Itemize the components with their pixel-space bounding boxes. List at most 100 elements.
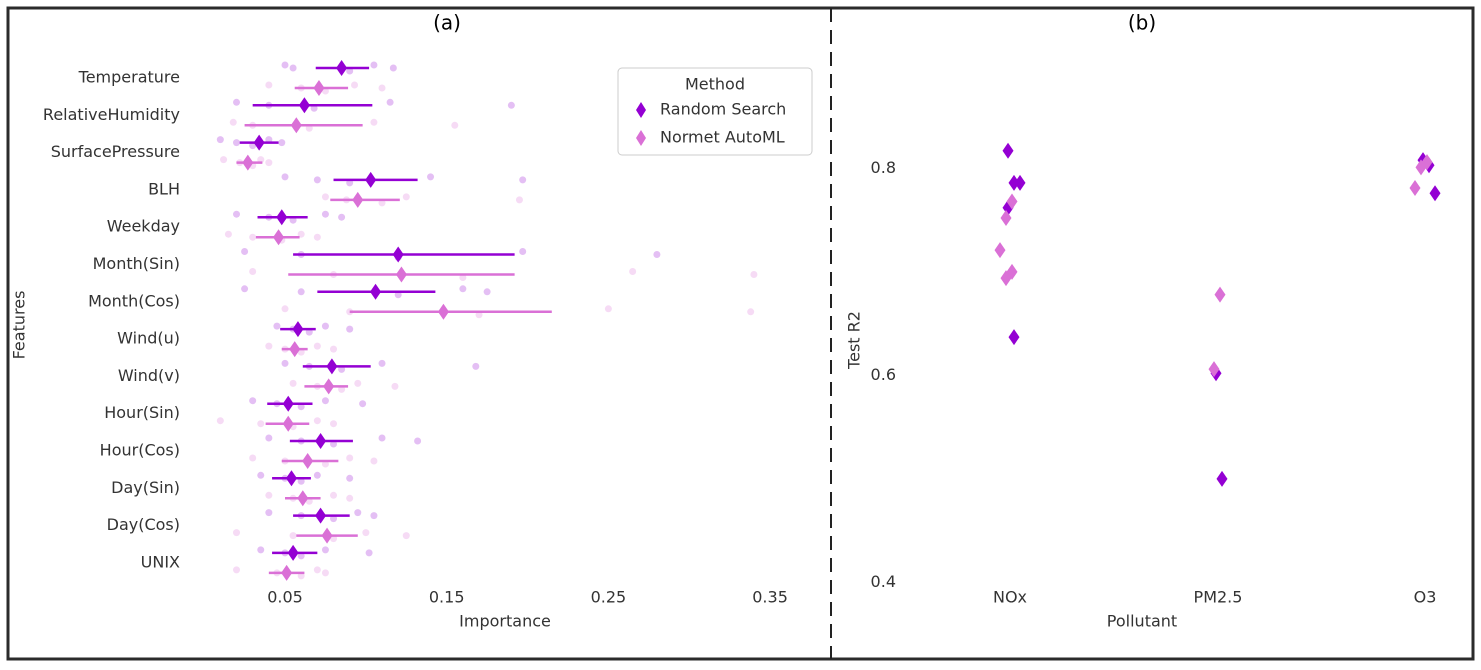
score-marker <box>1409 180 1421 197</box>
score-marker <box>1008 174 1020 191</box>
mean-marker <box>253 134 265 151</box>
sample-dot <box>365 549 373 557</box>
sample-dot <box>265 509 273 517</box>
sample-dot <box>281 173 289 181</box>
sample-dot <box>519 248 527 255</box>
score-marker <box>1208 361 1220 378</box>
sample-dot <box>281 305 289 313</box>
mean-marker <box>336 60 348 76</box>
y-tick-label: SurfacePressure <box>51 142 180 161</box>
sample-dot <box>351 81 359 89</box>
legend-marker <box>636 130 646 146</box>
sample-dot <box>629 268 637 275</box>
sample-dot <box>414 437 422 445</box>
sample-dot <box>391 382 399 390</box>
mean-marker <box>287 544 299 561</box>
sample-dot <box>249 233 257 241</box>
y-axis-label: Features <box>10 291 29 360</box>
sample-dot <box>354 509 362 517</box>
sample-dot <box>249 268 257 275</box>
score-marker <box>1214 286 1226 303</box>
mean-marker <box>392 246 404 263</box>
sample-dot <box>338 213 346 221</box>
sample-dot <box>281 61 289 69</box>
y-tick-label: Hour(Cos) <box>100 441 180 460</box>
sample-dot <box>216 136 224 144</box>
mean-marker <box>321 527 333 544</box>
sample-dot <box>313 233 321 241</box>
sample-dot <box>313 471 321 479</box>
mean-marker <box>395 266 407 283</box>
sample-dot <box>249 454 257 462</box>
y-tick-label: RelativeHumidity <box>43 105 180 124</box>
y-tick-label: BLH <box>148 179 180 198</box>
mean-marker <box>282 415 294 432</box>
mean-marker <box>323 378 335 395</box>
y-tick-label: Day(Sin) <box>111 478 180 497</box>
sample-dot <box>402 532 410 540</box>
score-marker <box>1216 470 1228 487</box>
mean-marker <box>326 358 338 375</box>
sample-dot <box>378 359 386 367</box>
sample-dot <box>515 196 523 204</box>
sample-dot <box>346 494 354 502</box>
y-axis-label: Test R2 <box>845 311 864 370</box>
x-tick-label: 0.05 <box>267 588 303 607</box>
mean-marker <box>290 117 302 134</box>
sample-dot <box>370 61 378 69</box>
sample-dot <box>359 400 367 408</box>
score-marker <box>1006 193 1018 210</box>
legend-marker <box>636 102 646 118</box>
sample-dot <box>273 322 281 330</box>
sample-dot <box>313 566 321 574</box>
mean-marker <box>285 470 297 487</box>
sample-dot <box>747 308 755 316</box>
y-tick-label: Wind(v) <box>118 366 180 385</box>
sample-dot <box>233 566 241 574</box>
sample-dot <box>265 434 273 442</box>
sample-dot <box>289 532 297 540</box>
sample-dot <box>220 156 228 164</box>
sample-dot <box>472 362 480 370</box>
sample-dot <box>265 491 273 499</box>
mean-marker <box>282 395 294 412</box>
mean-marker <box>315 433 327 449</box>
sample-dot <box>297 288 305 296</box>
score-marker <box>1000 210 1012 227</box>
score-marker <box>1002 142 1014 159</box>
mean-marker <box>281 564 293 581</box>
sample-dot <box>233 529 241 537</box>
legend-title: Method <box>685 75 745 94</box>
sample-dot <box>257 546 265 554</box>
sample-dot <box>451 121 459 129</box>
mean-marker <box>289 341 301 358</box>
mean-marker <box>292 321 304 338</box>
y-tick-label: Wind(u) <box>117 329 180 348</box>
sample-dot <box>257 420 265 428</box>
sample-dot <box>459 285 467 293</box>
score-marker <box>1415 159 1427 176</box>
sample-dot <box>233 210 241 218</box>
sample-dot <box>378 84 386 92</box>
x-tick-label: 0.25 <box>591 588 627 607</box>
sample-dot <box>289 64 297 72</box>
sample-dot <box>427 173 435 181</box>
sample-dot <box>281 359 289 367</box>
sample-dot <box>378 434 386 442</box>
score-marker <box>1014 174 1026 191</box>
mean-marker <box>315 507 327 524</box>
x-tick-label: NOx <box>993 588 1027 607</box>
mean-marker <box>352 191 364 208</box>
sample-dot <box>289 379 297 387</box>
sample-dot <box>278 139 286 147</box>
sample-dot <box>229 118 237 126</box>
sample-dot <box>330 420 338 428</box>
sample-dot <box>370 512 378 520</box>
y-tick-label: Weekday <box>107 217 180 236</box>
legend-label: Random Search <box>660 100 786 119</box>
sample-dot <box>346 454 354 462</box>
sample-dot <box>321 546 329 554</box>
y-tick-label: 0.8 <box>871 158 896 177</box>
